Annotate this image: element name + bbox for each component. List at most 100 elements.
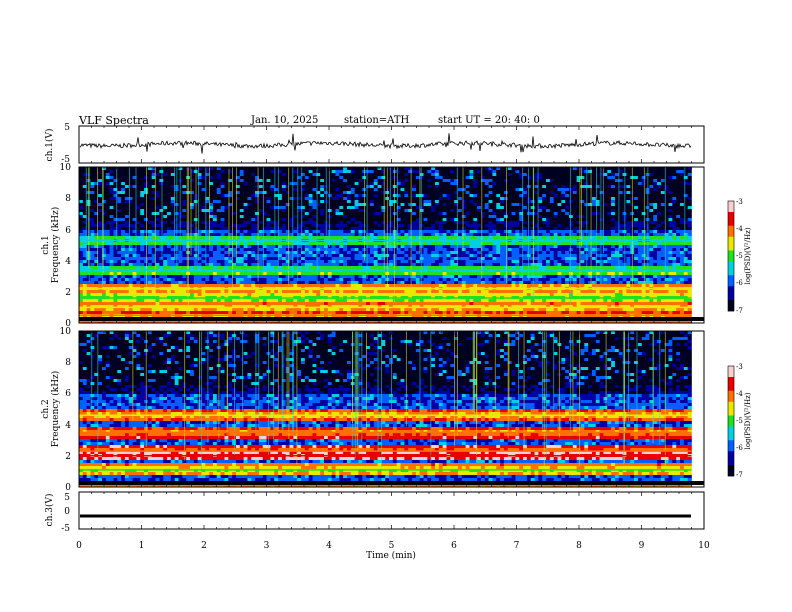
ch1-spectrogram-cell (255, 224, 260, 228)
ch1-spectrogram-cell (404, 221, 409, 225)
ch1-spectrogram-cell (235, 302, 241, 306)
ch1-spectrogram-cell (320, 176, 325, 180)
ch1-spectrogram-cell (159, 173, 164, 177)
date-label: Jan. 10, 2025 (250, 115, 318, 126)
ch1-spectrogram-cell (132, 293, 137, 297)
ch1-spectrogram-cell (343, 227, 348, 231)
ch1-spectrogram-cell (247, 251, 252, 255)
ch1-spectrogram-cell (224, 251, 229, 255)
ch1-spectrogram-cell (339, 263, 344, 267)
ch1-spectrogram-cell (381, 212, 386, 216)
ch1-spectrogram-cell (304, 188, 309, 192)
ch1-spectrogram-cell (396, 254, 401, 258)
ch1-spectrogram-cell (121, 218, 126, 222)
ch1-spectrogram-cell (339, 188, 344, 192)
ch1-spectrogram-cell (327, 191, 332, 195)
ch1-spectrogram-cell (117, 245, 122, 249)
ch1-spectrogram-cell (224, 254, 229, 258)
ch1-spectrogram-cell (346, 248, 352, 252)
ch1-spectrogram-cell (289, 293, 294, 297)
ch1-spectrogram-cell (281, 263, 287, 267)
ch1-spectrogram-cell (285, 242, 290, 246)
ch1-spectrogram-cell (193, 308, 198, 312)
ch1-spectrogram-cell (109, 203, 114, 207)
ch1-spectrogram-cell (170, 281, 176, 285)
ch1-spectrogram-cell (354, 215, 359, 219)
ch1-spectrogram-cell (281, 308, 287, 312)
ch1-spectrogram-cell (293, 215, 298, 219)
ch1-spectrogram-cell (258, 263, 264, 267)
ch1-spectrogram-cell (201, 212, 206, 216)
ch1-spectrogram-cell (251, 179, 256, 183)
ch1-spectrogram-cell (339, 242, 344, 246)
ch1-spectrogram-cell (381, 236, 386, 240)
ch1-spectrogram-cell (435, 197, 440, 201)
ch1-spectrogram-cell (373, 218, 378, 222)
ch1-spectrogram-cell (258, 242, 264, 246)
ch1-spectrogram-cell (369, 203, 375, 207)
ch1-spectrogram-cell (147, 224, 153, 228)
ch1-spectrogram-cell (98, 248, 103, 252)
ch1-spectrogram-cell (235, 272, 241, 276)
ch1-spectrogram-cell (327, 221, 332, 225)
ch1-spectrogram-cell (404, 173, 409, 177)
ch1-spectrogram-cell (144, 218, 149, 222)
ch1-spectrogram-cell (304, 254, 309, 258)
ch1-spectrogram-cell (243, 173, 248, 177)
ch1-spectrogram-cell (117, 236, 122, 240)
ch1-spectrogram-cell (389, 242, 394, 246)
ch1-spectrogram-cell (331, 290, 336, 294)
ch1-spectrogram-cell (109, 215, 114, 219)
ch1-spectrogram-cell (408, 212, 413, 216)
ch1-spectrogram-cell (412, 251, 417, 255)
ch1-spectrogram-cell (193, 281, 198, 285)
ch1-spectrogram-cell (224, 200, 229, 204)
ch1-spectrogram-cell (285, 257, 290, 261)
ch1-spectrogram-cell (412, 221, 417, 225)
ch1-spectrogram-cell (274, 302, 279, 306)
ch1-spectrogram-cell (90, 302, 95, 306)
ch1-spectrogram-cell (140, 218, 145, 222)
ch1-spectrogram-cell (174, 278, 179, 282)
ch1-spectrogram-cell (327, 206, 332, 210)
ch1-spectrogram-cell (293, 245, 298, 249)
ch1-spectrogram-cell (350, 218, 355, 222)
ch1-spectrogram-cell (197, 275, 202, 279)
ch1-spectrogram-cell (346, 278, 352, 282)
ch1-spectrogram-cell (124, 284, 130, 288)
ch1-spectrogram-cell (389, 308, 394, 312)
ch1-spectrogram-cell (105, 248, 110, 252)
ch1-spectrogram-cell (377, 290, 382, 294)
ch1-spectrogram-cell (304, 191, 309, 195)
ch1-spectrogram-cell (163, 293, 168, 297)
ch1-spectrogram-cell (327, 170, 332, 174)
ch1-spectrogram-cell (109, 251, 114, 255)
ch1-spectrogram-cell (377, 179, 382, 183)
ch1-spectrogram-cell (423, 209, 428, 213)
ch1-spectrogram-cell (255, 281, 260, 285)
ch1-spectrogram-cell (266, 173, 271, 177)
ch1-spectrogram-cell (339, 248, 344, 252)
ch1-spectrogram-cell (408, 197, 413, 201)
ch1-spectrogram-cell (427, 182, 432, 186)
ch1-spectrogram-cell (251, 176, 256, 180)
ch1-spectrogram-cell (412, 170, 417, 174)
ch1-spectrogram-cell (224, 203, 229, 207)
ch1-spectrogram-cell (396, 260, 401, 264)
ch1-spectrogram-cell (90, 212, 95, 216)
ch1-spectrogram-cell (354, 278, 359, 282)
ch1-spectrogram-cell (178, 275, 183, 279)
ch1-spectrogram-cell (408, 227, 413, 231)
ch1-spectrogram-cell (419, 293, 424, 297)
ch1-spectrogram-cell (431, 170, 436, 174)
ch1-spectrogram-cell (121, 260, 126, 264)
ch1-spectrogram-cell (392, 188, 398, 192)
ch1-spectrogram-cell (174, 311, 179, 315)
ch1-spectrogram-cell (258, 227, 264, 231)
ch1-spectrogram-cell (431, 266, 436, 270)
ch1-spectrogram-cell (358, 248, 363, 252)
ch1-spectrogram-cell (216, 248, 221, 252)
ch1-spectrogram-cell (431, 248, 436, 252)
ch1-spectrogram-cell (408, 221, 413, 225)
ch1-spectrogram-cell (167, 278, 172, 282)
